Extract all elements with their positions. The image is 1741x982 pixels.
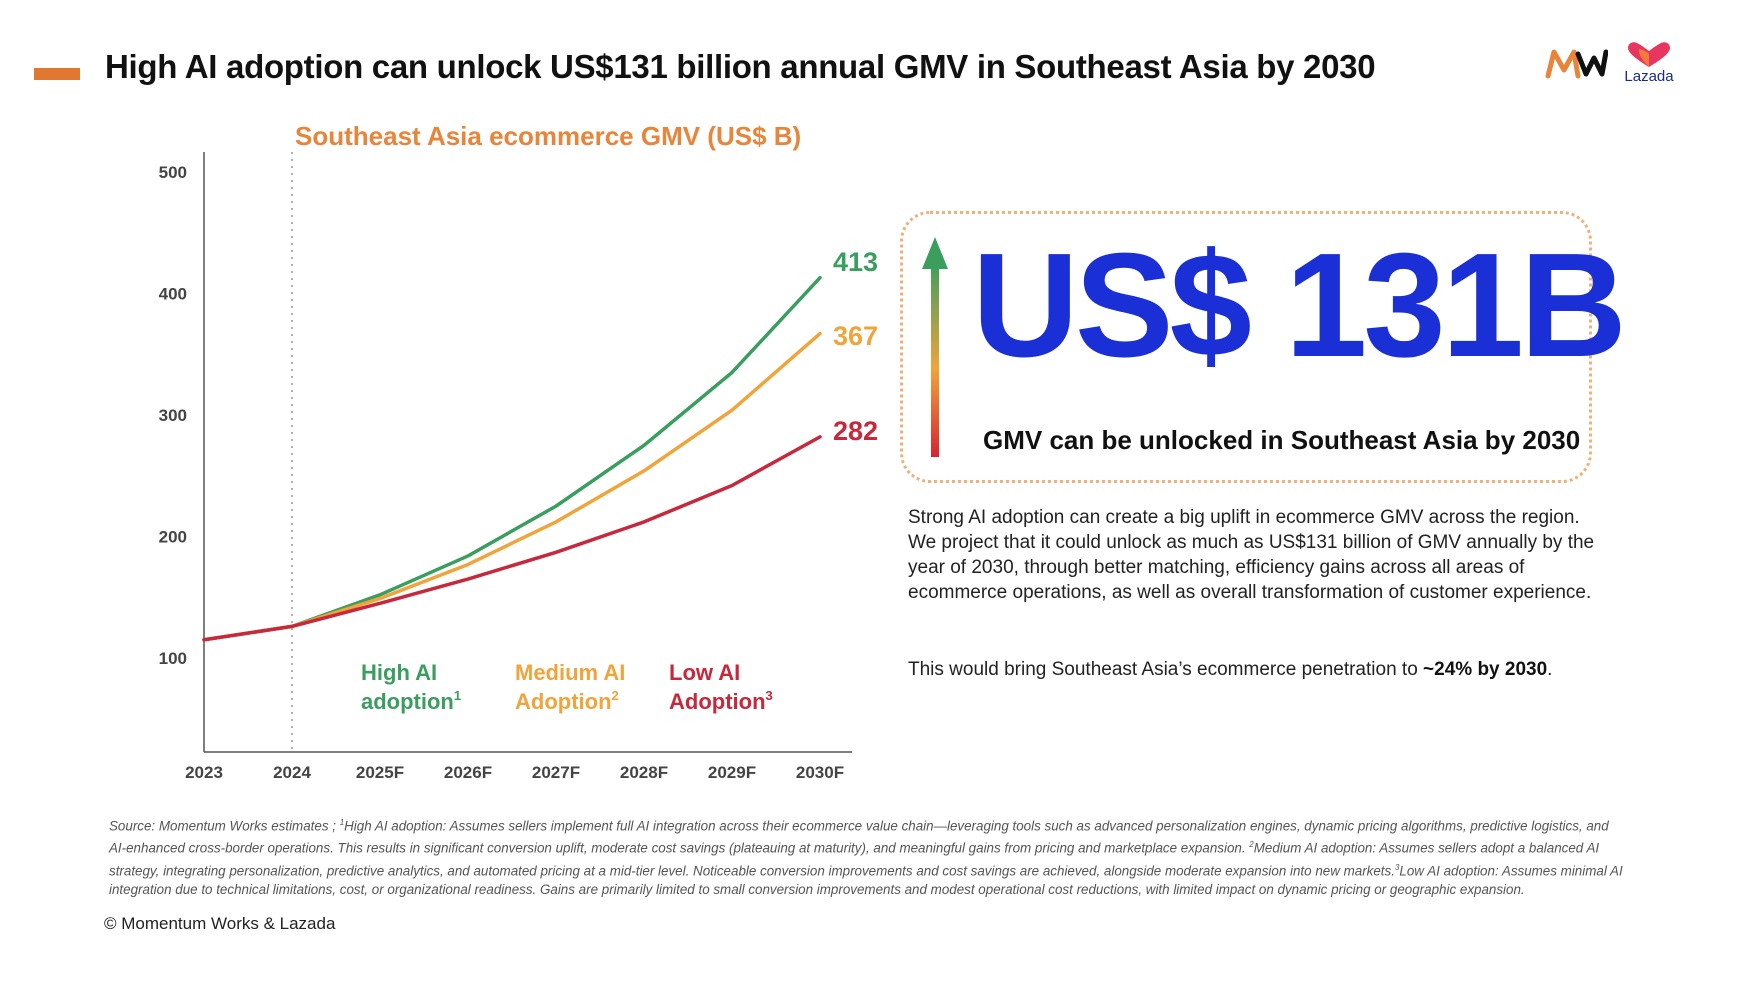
legend-superscript: 3 (766, 688, 773, 703)
legend-superscript: 1 (454, 688, 461, 703)
footnote-high: High AI adoption: Assumes sellers implem… (109, 818, 1609, 856)
page-title: High AI adoption can unlock US$131 billi… (105, 48, 1376, 85)
gmv-line-chart: 100 200 300 400 500 2023 2024 2025F 2026F 2027F 20… (159, 152, 878, 782)
y-tick-label: 500 (159, 163, 187, 182)
body-paragraph-1: Strong AI adoption can create a big upli… (908, 507, 1595, 603)
legend-label-line1: High AI (361, 660, 437, 685)
chart-title: Southeast Asia ecommerce GMV (US$ B) (295, 121, 802, 151)
y-tick-label: 200 (159, 528, 187, 547)
footnote-sup-1: 1 (339, 818, 345, 827)
series-line (202, 275, 822, 642)
x-tick-label: 2024 (273, 763, 311, 782)
x-tick-label: 2027F (532, 763, 580, 782)
series-end-label: 367 (833, 321, 878, 351)
legend-label-line1: Low AI (669, 660, 740, 685)
lazada-logo-text: Lazada (1624, 68, 1674, 85)
legend-label-line2: Adoption2 (515, 688, 619, 714)
x-tick-label: 2026F (444, 763, 492, 782)
series-end-label: 413 (833, 247, 878, 277)
callout-caption: GMV can be unlocked in Southeast Asia by… (983, 425, 1581, 455)
y-tick-label: 300 (159, 406, 187, 425)
x-tick-label: 2029F (708, 763, 756, 782)
footnote-sup-3: 3 (1394, 862, 1400, 872)
footnote-source: Source: Momentum Works estimates ; (109, 818, 340, 834)
callout-box (900, 211, 1592, 483)
x-tick-label: 2023 (185, 763, 223, 782)
body-paragraph-2-suffix: . (1547, 659, 1553, 680)
gradient-up-arrow-icon (922, 237, 948, 457)
x-tick-label: 2025F (356, 763, 404, 782)
momentum-works-logo (1545, 49, 1608, 79)
y-tick-label: 100 (159, 649, 187, 668)
body-paragraph-2-bold: ~24% by 2030 (1423, 659, 1548, 680)
heart-icon (1628, 42, 1670, 67)
footnote-medium: Medium AI adoption: Assumes sellers adop… (109, 840, 1600, 879)
copyright: © Momentum Works & Lazada (104, 914, 336, 933)
legend-label-line1: Medium AI (515, 660, 625, 685)
body-paragraph-2-prefix: This would bring Southeast Asia’s ecomme… (908, 659, 1424, 680)
title-accent-bar (34, 68, 80, 80)
legend-superscript: 2 (612, 688, 619, 703)
body-paragraph-2: This would bring Southeast Asia’s ecomme… (908, 657, 1608, 682)
lazada-logo: Lazada (1614, 40, 1684, 88)
x-tick-label: 2030F (796, 763, 844, 782)
footnote-sup-2: 2 (1249, 840, 1254, 850)
source-footnote: Source: Momentum Works estimates ; 1High… (109, 813, 1624, 899)
legend-label-line2: adoption1 (361, 688, 461, 714)
x-tick-label: 2028F (620, 763, 668, 782)
legend-label-line2: Adoption3 (669, 688, 773, 714)
series-end-label: 282 (833, 416, 878, 446)
callout-value: US$ 131B (972, 223, 1627, 388)
series-line (202, 435, 822, 642)
y-tick-label: 400 (159, 285, 187, 304)
footnote-low: Low AI adoption: Assumes minimal AI inte… (109, 863, 1623, 898)
